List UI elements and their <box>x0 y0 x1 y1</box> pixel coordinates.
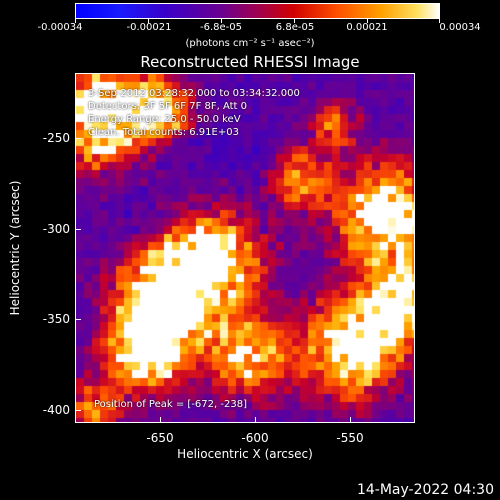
y-tick-label: -300 <box>42 222 70 236</box>
x-tick-label: -600 <box>241 431 269 445</box>
colorbar-tick-mark <box>439 19 440 23</box>
y-tick-mark <box>75 319 81 320</box>
colorbar-tick-label: -0.00034 <box>37 22 83 33</box>
colorbar-tick-mark <box>221 19 222 23</box>
y-axis-label: Heliocentric Y (arcsec) <box>8 180 22 316</box>
y-tick-mark <box>75 410 81 411</box>
peak-position-annotation: Position of Peak = [-672, -238] <box>94 399 247 410</box>
counts-annotation: Clean. Total counts: 6.91E+03 <box>88 127 239 138</box>
detectors-annotation: Detectors: 3F 5F 6F 7F 8F, Att 0 <box>88 101 248 112</box>
colorbar-tick-mark <box>75 19 76 23</box>
colorbar-tick-label: 0.00034 <box>439 22 481 33</box>
x-axis-label: Heliocentric X (arcsec) <box>177 447 313 461</box>
render-timestamp: 14-May-2022 04:30 <box>356 482 494 498</box>
x-tick-label: -650 <box>146 431 174 445</box>
colorbar-tick-label: 0.00021 <box>346 22 388 33</box>
colorbar-tick-label: 6.8e-05 <box>275 22 315 33</box>
image-plot-area: 3-Sep-2012 03:28:32.000 to 03:34:32.000 … <box>75 73 415 423</box>
energy-range-annotation: Energy Range: 25.0 - 50.0 keV <box>88 114 241 125</box>
colorbar-tick-label: -0.00021 <box>126 22 172 33</box>
colorbar-tick-label: -6.8e-05 <box>200 22 242 33</box>
x-tick-mark <box>160 417 161 423</box>
y-tick-mark <box>75 138 81 139</box>
colorbar-unit-label: (photons cm⁻² s⁻¹ asec⁻²) <box>185 38 315 49</box>
colorbar-tick-mark <box>148 19 149 23</box>
colorbar <box>75 3 440 19</box>
plot-title: Reconstructed RHESSI Image <box>140 53 360 71</box>
time-range-annotation: 3-Sep-2012 03:28:32.000 to 03:34:32.000 <box>88 88 300 99</box>
x-tick-mark <box>350 417 351 423</box>
heatmap-image <box>76 74 414 422</box>
x-tick-label: -550 <box>336 431 364 445</box>
y-tick-label: -250 <box>42 131 70 145</box>
y-tick-mark <box>75 229 81 230</box>
x-tick-mark <box>255 417 256 423</box>
colorbar-tick-mark <box>294 19 295 23</box>
y-tick-label: -350 <box>42 312 70 326</box>
y-tick-label: -400 <box>42 403 70 417</box>
colorbar-tick-mark <box>367 19 368 23</box>
